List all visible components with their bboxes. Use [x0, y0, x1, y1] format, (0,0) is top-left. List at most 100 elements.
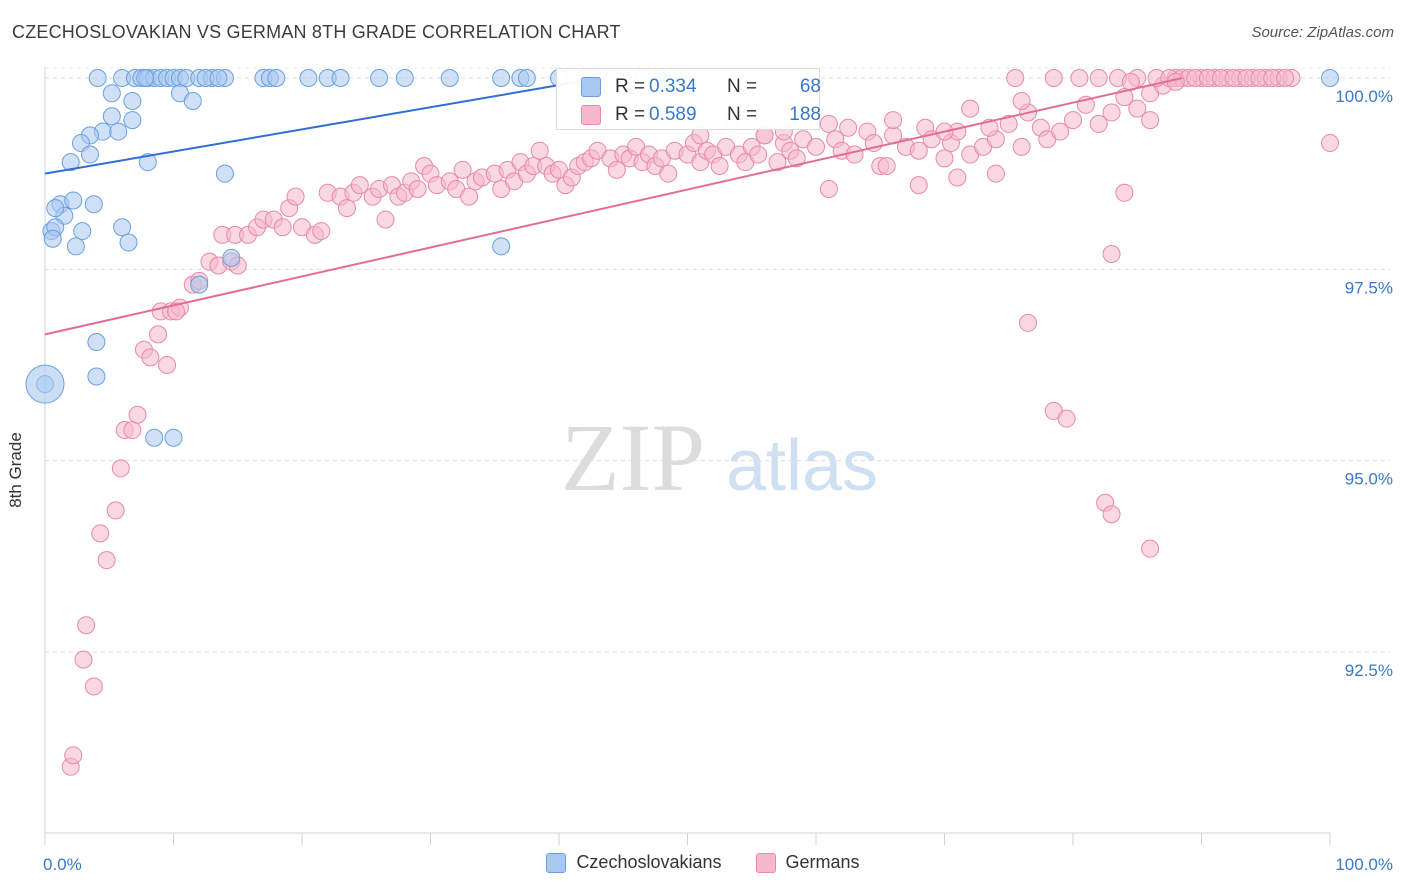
german-point	[141, 348, 160, 367]
german-point	[948, 168, 967, 187]
german-point	[77, 616, 96, 635]
german-point	[74, 650, 93, 669]
czechoslovakian-point	[102, 107, 121, 126]
czechoslovakian-point	[84, 195, 103, 214]
chart-title: CZECHOSLOVAKIAN VS GERMAN 8TH GRADE CORR…	[12, 22, 621, 42]
legend-item-czechoslovakians[interactable]: Czechoslovakians	[546, 852, 722, 873]
german-point	[453, 160, 472, 179]
german-point	[1089, 69, 1108, 87]
czechoslovakian-point	[87, 367, 106, 386]
stats-r-value: 0.334	[649, 76, 697, 97]
german-point	[1276, 69, 1295, 87]
german-point	[1089, 114, 1108, 133]
german-point	[149, 325, 168, 344]
german-point	[877, 157, 896, 176]
czechoslovakian-point	[1321, 69, 1339, 87]
stats-n-label: N =	[727, 76, 758, 97]
german-point	[1019, 313, 1038, 332]
german-point	[607, 160, 626, 179]
german-point	[111, 459, 130, 478]
czechoslovakian-point	[331, 69, 350, 87]
y-tick-labels: 92.5% 95.0% 97.5% 100.0%	[1335, 87, 1393, 680]
watermark: ZIP atlas	[561, 404, 878, 511]
german-point	[819, 179, 838, 198]
y-tick-label: 95.0%	[1345, 470, 1393, 489]
legend-swatch-pink	[755, 852, 776, 873]
german-point	[1070, 69, 1089, 87]
german-point	[97, 551, 116, 570]
czechoslovakian-point	[136, 69, 155, 87]
czechoslovakian-point-large	[25, 364, 65, 404]
stats-r-label: R =	[615, 76, 646, 97]
czechoslovakian-point	[123, 111, 142, 130]
german-point	[1102, 505, 1121, 524]
czechoslovakian-point	[102, 84, 121, 103]
german-point	[1012, 91, 1031, 110]
germans-points	[61, 69, 1339, 776]
german-point	[839, 118, 858, 137]
legend-item-germans[interactable]: Germans	[755, 852, 860, 873]
german-point	[787, 149, 806, 168]
czechoslovakian-point	[183, 91, 202, 110]
czechoslovakian-point	[43, 229, 62, 248]
german-point	[1102, 245, 1121, 264]
czechoslovakian-point	[517, 69, 536, 87]
german-point	[768, 153, 787, 172]
czechoslovakian-point	[299, 69, 318, 87]
czechoslovakian-point	[138, 153, 157, 172]
german-point	[408, 179, 427, 198]
german-point	[1006, 69, 1025, 87]
german-point	[167, 302, 186, 321]
german-point	[1115, 183, 1134, 202]
czechoslovakian-point	[66, 237, 85, 256]
german-point	[1128, 99, 1147, 118]
german-point	[1057, 409, 1076, 428]
german-point	[1044, 69, 1063, 87]
czechoslovakian-point	[222, 248, 241, 267]
german-point	[749, 145, 768, 164]
watermark-atlas: atlas	[726, 426, 878, 506]
axes	[44, 67, 1331, 845]
czechoslovakian-point	[215, 164, 234, 183]
x-tick-label: 100.0%	[1335, 855, 1393, 874]
german-point	[659, 164, 678, 183]
stats-n-label: N =	[727, 104, 758, 125]
german-point	[158, 356, 177, 374]
german-point	[460, 187, 479, 206]
legend: Czechoslovakians Germans	[0, 852, 1406, 873]
german-point	[710, 157, 729, 176]
german-point	[376, 210, 395, 229]
german-point	[1141, 111, 1160, 130]
german-point	[530, 141, 549, 160]
czechoslovakian-point	[209, 69, 228, 87]
stats-n-value: 68	[799, 76, 821, 97]
german-point	[986, 164, 1005, 183]
czechoslovakian-point	[64, 191, 83, 210]
german-point	[807, 137, 825, 156]
czechoslovakian-point	[119, 233, 138, 252]
czechoslovakian-point	[87, 333, 106, 352]
german-point	[1141, 539, 1160, 558]
german-point	[1166, 72, 1185, 91]
german-point	[64, 746, 83, 765]
german-point	[1051, 122, 1070, 141]
czechoslovakian-point	[88, 69, 107, 87]
german-point	[909, 141, 928, 160]
german-point	[961, 99, 980, 118]
stats-swatch-blue	[581, 77, 601, 97]
german-point	[1102, 103, 1121, 122]
y-tick-label: 92.5%	[1345, 661, 1393, 680]
czechoslovakian-point	[109, 122, 128, 141]
czechoslovakian-point	[440, 69, 459, 87]
german-point	[91, 524, 110, 543]
y-axis-label: 8th Grade	[6, 432, 25, 508]
german-point	[980, 118, 999, 137]
german-point	[128, 405, 147, 424]
stats-box: R = 0.334 N = 68 R = 0.589 N = 188	[556, 68, 821, 130]
german-point	[123, 421, 142, 440]
legend-label: Germans	[785, 852, 860, 872]
legend-label: Czechoslovakians	[576, 852, 722, 872]
czechoslovakian-point	[370, 69, 389, 87]
stats-swatch-pink	[581, 105, 601, 125]
